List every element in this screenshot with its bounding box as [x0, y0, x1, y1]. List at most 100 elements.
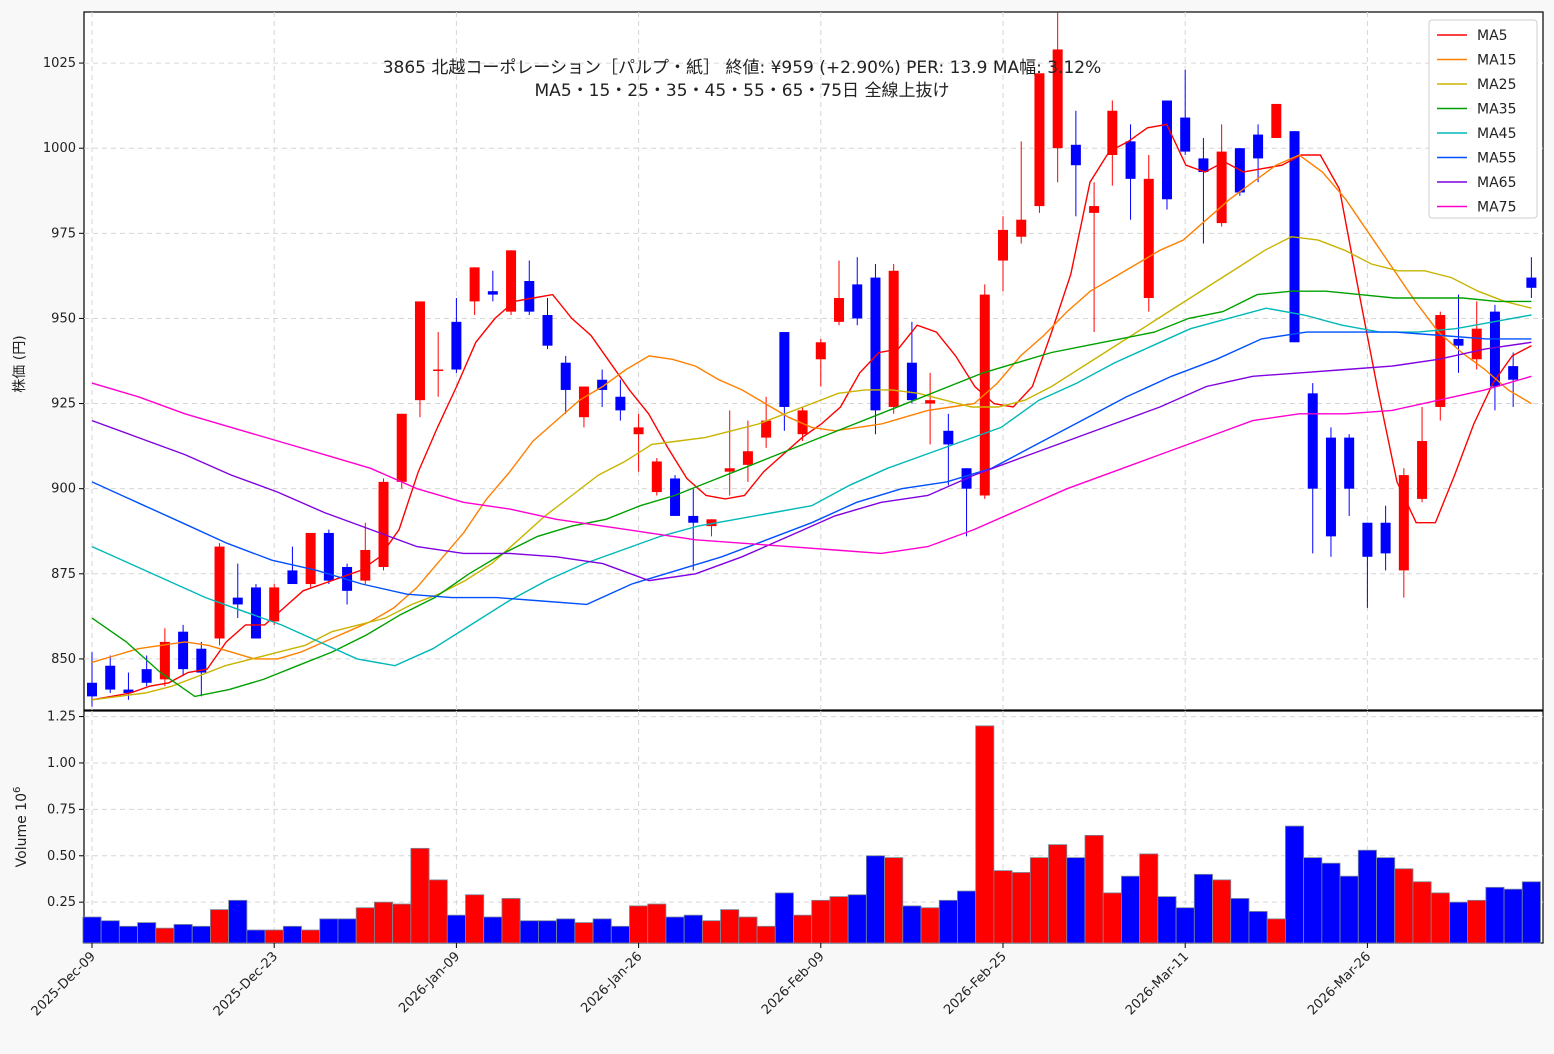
volume-tick-label: 0.50	[47, 849, 76, 864]
volume-bar	[975, 725, 995, 944]
candle-body	[506, 250, 517, 312]
x-tick-label: 2026-Mar-26	[1305, 949, 1374, 1018]
price-axis-label: 株価 (円)	[12, 335, 28, 392]
volume-bar	[1503, 888, 1523, 944]
volume-bar	[574, 922, 594, 944]
candle-body	[414, 301, 425, 401]
chart-subtitle: MA5・15・25・35・45・55・65・75日 全線上抜け	[535, 81, 950, 101]
volume-bar	[1376, 857, 1396, 944]
candle-body	[998, 229, 1008, 261]
candle-body	[1034, 73, 1045, 207]
candle-body	[1271, 103, 1282, 138]
volume-bar	[355, 907, 375, 944]
volume-bar	[829, 896, 849, 944]
volume-bar	[884, 857, 904, 944]
candle-body	[906, 362, 917, 401]
volume-tick-label: 0.75	[47, 802, 76, 817]
volume-bar	[592, 918, 612, 944]
x-tick-label: 2026-Feb-25	[941, 949, 1010, 1018]
volume-bar	[720, 909, 740, 944]
price-tick-label: 975	[51, 226, 76, 241]
volume-bar	[1157, 896, 1177, 944]
volume-bar	[1029, 857, 1049, 944]
candle-body	[578, 386, 589, 418]
candle-body	[196, 648, 207, 673]
candle-body	[178, 631, 189, 670]
volume-bar	[519, 920, 539, 944]
volume-bar	[793, 914, 813, 944]
legend-entry: MA25	[1477, 77, 1516, 93]
candle-body	[742, 451, 753, 465]
candle-body	[524, 280, 535, 312]
volume-bar	[1193, 873, 1213, 944]
candle-body	[1089, 206, 1100, 213]
volume-bar	[100, 920, 120, 944]
legend-entry: MA75	[1477, 200, 1516, 216]
ma-line-ma75	[91, 375, 1532, 555]
volume-bar	[465, 894, 485, 944]
volume-bar	[629, 905, 649, 944]
volume-axis-label: Volume 106	[12, 787, 30, 868]
candle-body	[487, 291, 498, 295]
volume-axis-label-text: Volume 10	[14, 793, 30, 867]
x-tick-label: 2026-Mar-11	[1123, 949, 1192, 1018]
price-tick-label: 900	[51, 482, 76, 497]
legend-box	[1428, 19, 1538, 219]
x-tick-label: 2025-Dec-23	[211, 949, 281, 1019]
candle-body	[1198, 158, 1209, 173]
volume-bar	[1011, 872, 1031, 944]
candle-body	[815, 342, 826, 360]
candle-body	[1508, 366, 1519, 380]
candle-body	[1307, 393, 1318, 489]
volume-bar	[173, 924, 193, 944]
candle-body	[943, 430, 954, 445]
ma-line-ma55	[91, 331, 1532, 606]
candle-body	[87, 682, 97, 697]
volume-bar	[957, 890, 977, 944]
price-plot-area	[83, 11, 1544, 711]
candle-body	[378, 481, 389, 567]
candle-body	[542, 315, 553, 346]
volume-bar	[410, 847, 430, 944]
legend-entry: MA65	[1477, 175, 1516, 191]
legend-entry: MA15	[1477, 53, 1516, 69]
volume-bar	[738, 916, 758, 944]
candle-body	[305, 532, 316, 585]
volume-bar	[1248, 911, 1268, 944]
candle-body	[1161, 100, 1172, 200]
volume-panel: 0.25 0.50 0.75 1.00 1.25 Volume 106	[12, 710, 1544, 944]
candle-body	[469, 267, 480, 302]
volume-bar	[301, 929, 321, 944]
volume-bar	[647, 903, 667, 944]
candle-body	[925, 400, 936, 404]
volume-bar	[1121, 875, 1141, 944]
volume-bar	[337, 918, 357, 944]
candle-body	[1435, 315, 1446, 407]
volume-bar	[865, 855, 885, 944]
candle-body	[1052, 49, 1063, 149]
volume-bar	[1084, 834, 1104, 944]
candle-body	[834, 298, 845, 322]
candle-body	[1526, 277, 1537, 288]
candle-body	[1380, 522, 1391, 554]
volume-bar	[118, 925, 138, 944]
volume-bar	[1066, 857, 1086, 944]
x-axis: 2025-Dec-09 2025-Dec-23 2026-Jan-09 2026-Ja…	[29, 943, 1374, 1019]
ma-line-ma45	[91, 307, 1532, 667]
candle-body	[1489, 311, 1500, 387]
x-tick-label: 2025-Dec-09	[29, 949, 99, 1019]
candle-body	[232, 597, 243, 605]
volume-bar	[811, 899, 831, 944]
volume-bar	[1139, 853, 1159, 944]
volume-bar	[774, 892, 794, 944]
candle-body	[214, 546, 225, 639]
volume-bar	[938, 899, 958, 944]
volume-bar	[228, 899, 248, 944]
candle-body	[141, 669, 152, 683]
candle-body	[1143, 178, 1154, 299]
candle-body	[159, 641, 170, 680]
candle-body	[1216, 151, 1227, 224]
candle-body	[1070, 144, 1081, 166]
candle-body	[633, 427, 644, 435]
